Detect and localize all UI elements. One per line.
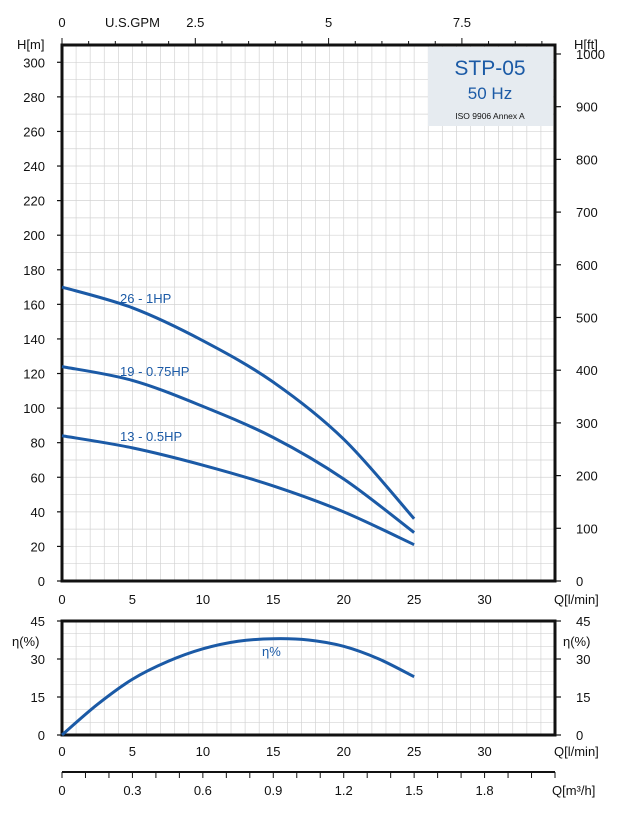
eta-x-tick-label: 20 [336,744,350,759]
y-tick-label-left: 260 [23,124,45,139]
x-top-tick-label: 2.5 [186,15,204,30]
x-tick-label: 10 [196,592,210,607]
eta-x-tick-label: 10 [196,744,210,759]
y-tick-label-left: 200 [23,228,45,243]
y-tick-label-left: 100 [23,401,45,416]
series-label-3: 13 - 0.5HP [120,429,182,444]
series-label-1: 26 - 1HP [120,291,171,306]
m3h-tick-label: 1.8 [476,783,494,798]
eta-tick-label-right: 30 [576,652,590,667]
y-tick-label-right: 200 [576,469,598,484]
y-tick-label-right: 500 [576,310,598,325]
eta-tick-label-left: 15 [31,690,45,705]
m3h-tick-label: 1.2 [335,783,353,798]
x-top-tick-label: 0 [58,15,65,30]
chart-note: ISO 9906 Annex A [455,111,525,121]
y-tick-label-right: 100 [576,521,598,536]
m3h-tick-label: 0.6 [194,783,212,798]
chart-title: STP-05 [454,57,525,80]
y-tick-label-left: 280 [23,90,45,105]
y-tick-label-left: 300 [23,55,45,70]
y-tick-label-left: 40 [31,505,45,520]
series-label-2: 19 - 0.75HP [120,364,189,379]
x-tick-label: 30 [477,592,491,607]
series-line-2 [61,365,416,534]
m3h-axis-title: Q[m³/h] [552,783,595,798]
y-tick-label-left: 20 [31,539,45,554]
y-tick-label-left: 120 [23,367,45,382]
y-tick-label-left: 160 [23,297,45,312]
x-tick-label: 15 [266,592,280,607]
eta-x-axis-title: Q[l/min] [554,744,599,759]
y-tick-label-left: 80 [31,436,45,451]
x-top-tick-label: 7.5 [453,15,471,30]
x-axis-title: Q[l/min] [554,592,599,607]
y-tick-label-left: 0 [38,574,45,589]
y-tick-label-left: 220 [23,194,45,209]
eta-x-tick-label: 30 [477,744,491,759]
grid-layer [61,44,556,736]
eta-tick-label-right: 0 [576,728,583,743]
y-axis-title-right: H[ft] [574,37,598,52]
x-tick-label: 25 [407,592,421,607]
eta-axis-title-left: η(%) [12,634,39,649]
x-tick-label: 0 [58,592,65,607]
title-box: STP-05 50 Hz ISO 9906 Annex A [428,47,553,126]
eta-x-tick-label: 15 [266,744,280,759]
m3h-tick-label: 0.3 [123,783,141,798]
y-tick-label-left: 60 [31,470,45,485]
y-tick-label-right: 700 [576,205,598,220]
y-tick-label-right: 400 [576,363,598,378]
x-top-tick-label: 5 [325,15,332,30]
chart-subtitle: 50 Hz [468,84,512,103]
eta-x-tick-label: 0 [58,744,65,759]
eta-tick-label-left: 30 [31,652,45,667]
eta-tick-label-left: 0 [38,728,45,743]
y-tick-label-right: 1000 [576,47,605,62]
m3h-tick-label: 1.5 [405,783,423,798]
series-line-3 [61,434,415,547]
y-tick-label-right: 600 [576,258,598,273]
eta-tick-label-left: 45 [31,614,45,629]
series-layer [61,285,416,737]
x-axis-top-title: U.S.GPM [105,15,160,30]
y-tick-label-left: 240 [23,159,45,174]
eta-series-label: η% [262,644,281,659]
eta-x-tick-label: 5 [129,744,136,759]
y-tick-label-right: 0 [576,574,583,589]
eta-series-line [61,637,415,737]
eta-axis-title-right: η(%) [563,634,590,649]
eta-tick-label-right: 15 [576,690,590,705]
y-tick-label-left: 140 [23,332,45,347]
y-tick-label-left: 180 [23,263,45,278]
y-tick-label-right: 300 [576,416,598,431]
series-line-1 [61,285,416,520]
y-tick-label-right: 900 [576,100,598,115]
main-plot-frame [60,43,557,583]
eta-plot-frame [60,619,557,737]
m3h-tick-label: 0 [58,783,65,798]
x-tick-label: 20 [336,592,350,607]
eta-x-tick-label: 25 [407,744,421,759]
axes-layer [57,38,561,778]
y-tick-label-right: 800 [576,152,598,167]
y-axis-title-left: H[m] [17,37,44,52]
m3h-tick-label: 0.9 [264,783,282,798]
text-layer: 0204060801001201401601802002202402602803… [23,15,605,798]
x-tick-label: 5 [129,592,136,607]
eta-tick-label-right: 45 [576,614,590,629]
